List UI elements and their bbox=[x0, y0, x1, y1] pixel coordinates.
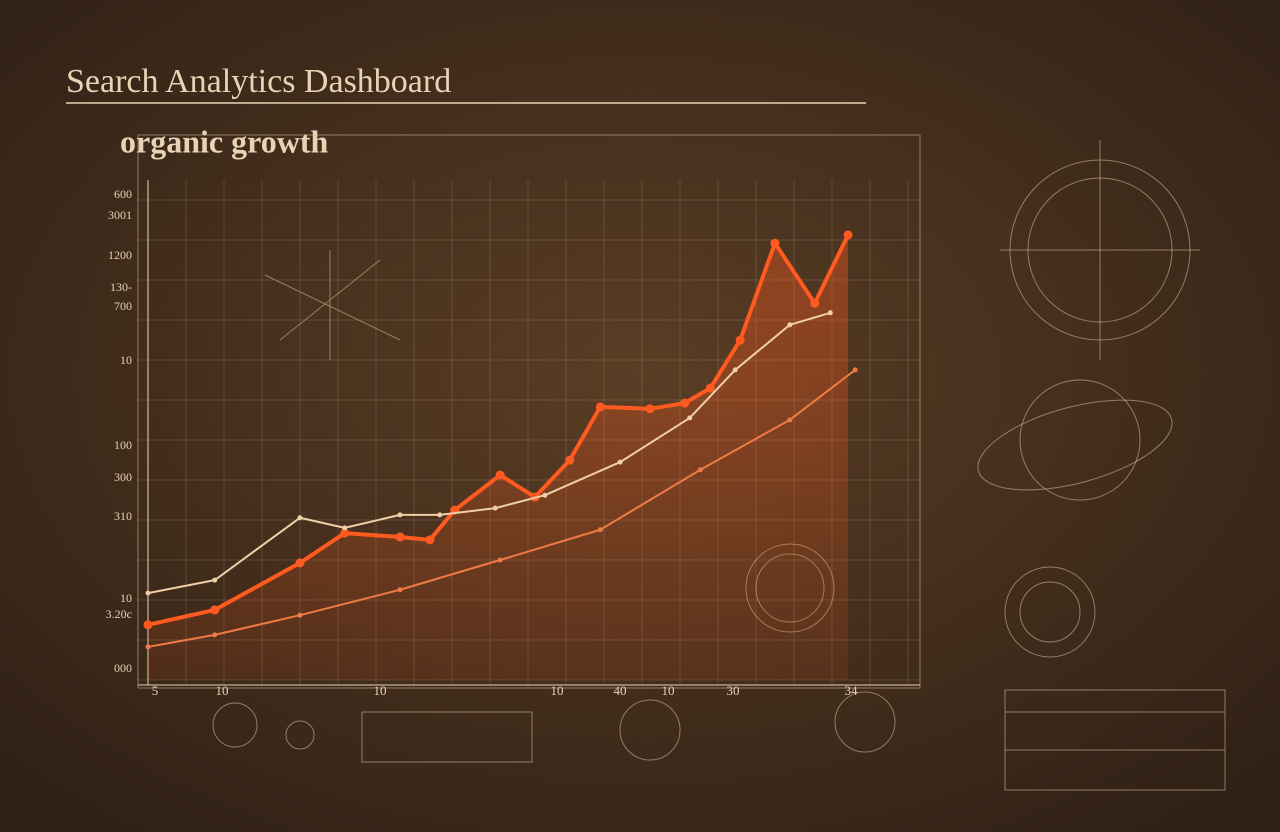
point bbox=[397, 587, 403, 593]
y-axis-label: 130- bbox=[110, 280, 132, 294]
point bbox=[705, 383, 715, 393]
point bbox=[770, 238, 780, 248]
point bbox=[827, 310, 833, 316]
series-line bbox=[147, 234, 850, 627]
y-axis-label: 3.20c bbox=[106, 607, 132, 621]
x-axis-label: 10 bbox=[551, 683, 564, 698]
point bbox=[697, 467, 703, 473]
point bbox=[295, 558, 305, 568]
point bbox=[437, 512, 443, 518]
point bbox=[680, 398, 690, 408]
y-axis-label: 000 bbox=[114, 661, 132, 675]
point bbox=[565, 455, 575, 465]
point bbox=[342, 525, 348, 531]
x-axis-label: 10 bbox=[374, 683, 387, 698]
point bbox=[143, 620, 153, 630]
point bbox=[810, 298, 820, 308]
point bbox=[542, 492, 548, 498]
x-axis-label: 40 bbox=[614, 683, 627, 698]
point bbox=[395, 532, 405, 542]
point bbox=[210, 605, 220, 615]
y-axis-label: 10 bbox=[120, 591, 132, 605]
point bbox=[297, 612, 303, 618]
point bbox=[787, 322, 793, 328]
y-axis-label: 10 bbox=[120, 353, 132, 367]
point bbox=[145, 590, 151, 596]
point bbox=[617, 459, 623, 465]
point bbox=[597, 527, 603, 533]
point bbox=[495, 470, 505, 480]
x-axis-label: 10 bbox=[662, 683, 675, 698]
point bbox=[787, 417, 793, 423]
point bbox=[425, 535, 435, 545]
point bbox=[735, 335, 745, 345]
y-axis-label: 310 bbox=[114, 509, 132, 523]
subtitle: organic growth bbox=[120, 123, 328, 159]
y-axis-label: 300 bbox=[114, 470, 132, 484]
point bbox=[497, 557, 503, 563]
point bbox=[297, 515, 303, 521]
x-axis-label: 30 bbox=[727, 683, 740, 698]
x-axis-label: 10 bbox=[216, 683, 229, 698]
area bbox=[148, 235, 849, 681]
y-axis-label: 100 bbox=[114, 438, 132, 452]
point bbox=[843, 230, 853, 240]
point bbox=[645, 404, 655, 414]
y-axis-label: 600 bbox=[114, 187, 132, 201]
point bbox=[687, 415, 693, 421]
x-axis-label: 34 bbox=[845, 683, 859, 698]
chart-frame bbox=[137, 134, 921, 689]
x-axis-label: 5 bbox=[152, 683, 159, 698]
point bbox=[340, 528, 350, 538]
y-axis-label: 3001 bbox=[108, 208, 132, 222]
y-axis-label: 700 bbox=[114, 299, 132, 313]
point bbox=[732, 367, 738, 373]
point bbox=[852, 367, 858, 373]
point bbox=[492, 505, 498, 511]
point bbox=[212, 632, 218, 638]
point bbox=[595, 402, 605, 412]
y-axis-label: 1200 bbox=[108, 248, 132, 262]
point bbox=[212, 577, 218, 583]
point bbox=[145, 644, 151, 650]
point bbox=[397, 512, 403, 518]
title: Search Analytics Dashboard bbox=[66, 63, 451, 100]
